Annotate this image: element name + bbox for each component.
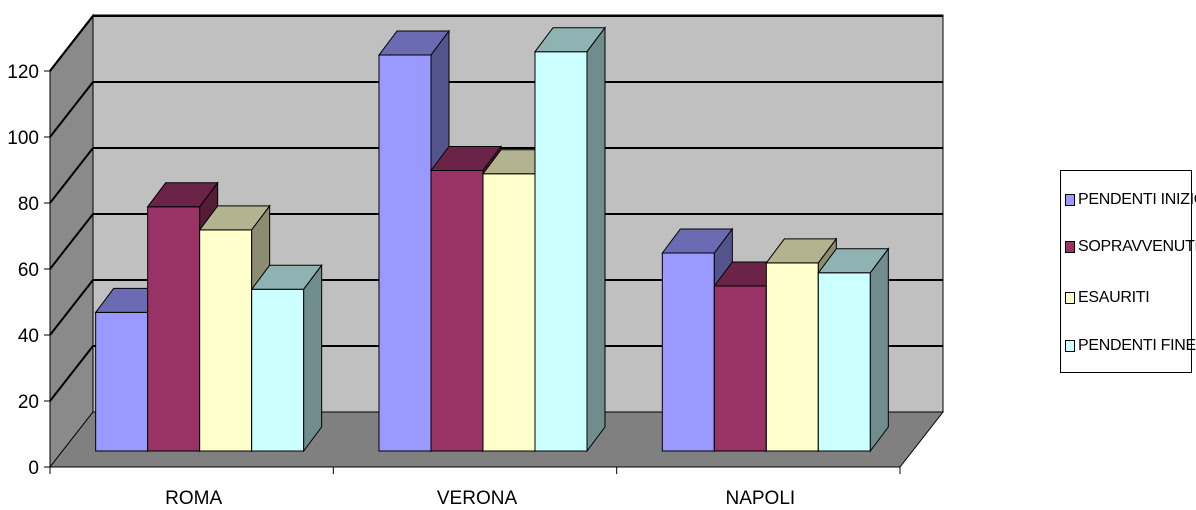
legend-item: ESAURITI xyxy=(1065,289,1150,307)
gridline-side xyxy=(49,81,94,138)
y-tick-label: 100 xyxy=(7,128,39,149)
bar-front xyxy=(713,285,767,452)
legend-label: ESAURITI xyxy=(1078,289,1150,306)
bar-front xyxy=(765,262,819,452)
bar-front xyxy=(534,51,588,452)
legend-swatch xyxy=(1065,241,1075,253)
bar-front xyxy=(378,54,432,452)
bar xyxy=(765,237,838,453)
bar-front xyxy=(817,272,871,452)
bar-front xyxy=(430,170,484,452)
legend-item: PENDENTI INIZIO xyxy=(1065,191,1196,209)
x-category-label: VERONA xyxy=(437,488,518,509)
legend-swatch xyxy=(1065,194,1075,206)
legend-label: PENDENTI FINE xyxy=(1078,337,1196,354)
y-tick-label: 80 xyxy=(18,194,39,215)
legend-label: PENDENTI INIZIO xyxy=(1078,191,1196,208)
x-category-label: NAPOLI xyxy=(725,488,795,509)
gridline-side xyxy=(49,213,94,270)
gridline-side xyxy=(49,279,94,336)
legend-item: PENDENTI FINE xyxy=(1065,337,1196,355)
bars-group xyxy=(94,26,890,453)
legend-label: SOPRAVVENUTI xyxy=(1078,238,1196,255)
bar-front xyxy=(147,206,201,452)
y-tick-label: 0 xyxy=(28,458,39,479)
legend-swatch xyxy=(1065,292,1075,304)
bar xyxy=(250,263,323,453)
bar-front xyxy=(661,252,715,452)
gridline-side xyxy=(49,15,94,72)
bar xyxy=(817,247,890,453)
y-tick-label: 40 xyxy=(18,326,39,347)
bar-front xyxy=(95,311,149,452)
y-tick-label: 120 xyxy=(7,62,39,83)
y-tick-label: 60 xyxy=(18,260,39,281)
y-tick-label: 20 xyxy=(18,392,39,413)
legend-swatch xyxy=(1065,340,1075,352)
legend-item: SOPRAVVENUTI xyxy=(1065,238,1196,256)
bar-side xyxy=(869,247,889,453)
bar-front xyxy=(199,229,253,452)
bar xyxy=(534,26,606,453)
gridline-side xyxy=(49,345,94,402)
x-axis-categories: ROMA VERONA NAPOLI xyxy=(165,488,795,509)
y-axis-ticks: 0 20 40 60 80 100 120 xyxy=(7,62,50,479)
bar-side xyxy=(586,26,606,453)
bar-side xyxy=(303,263,323,453)
x-category-label: ROMA xyxy=(165,488,222,509)
gridline-side xyxy=(49,147,94,204)
bar-front xyxy=(482,173,536,452)
bar-front xyxy=(251,288,305,452)
legend: PENDENTI INIZIO SOPRAVVENUTI ESAURITI PE… xyxy=(1060,170,1196,373)
